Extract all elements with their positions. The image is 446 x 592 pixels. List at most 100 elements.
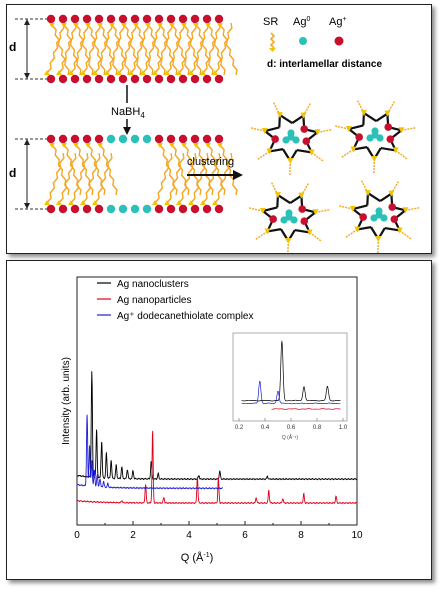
sulfur-head [80,70,86,75]
agplus-atom [386,135,395,143]
legend-ag0-swatch [299,37,307,45]
silver-cluster [335,100,416,174]
ligand-chain [249,207,264,212]
sulfur-atom [375,235,382,242]
alkyl-chain [178,22,197,74]
sulfur-head [73,23,79,28]
ag-s-bond [277,194,291,204]
sulfur-head [128,70,134,75]
agplus-atom [214,134,224,144]
sulfur-atom [306,229,313,236]
reagent-arrow-head [123,127,131,135]
alkyl-chain [214,22,233,74]
agplus-atom [269,215,277,223]
alkyl-chain [195,24,214,76]
inset-series-nanoparticles [271,408,341,410]
sulfur-atom [287,157,294,164]
alkyl-chain [183,24,202,76]
sulfur-atom [392,147,399,154]
alkyl-chain [171,24,190,76]
sulfur-head [181,23,187,28]
agplus-atom [154,134,164,144]
thiolate-molecule [121,23,142,76]
series-nanoclusters [77,371,358,481]
silver-cluster [251,102,332,176]
inset-series-group [241,340,341,410]
alkyl-chain [75,24,94,76]
sulfur-atom [398,127,405,134]
agplus-atom [202,74,212,84]
agplus-atom [202,134,212,144]
ligand-chain [341,148,354,158]
inset-x-tick-label: 0.2 [235,425,244,431]
agplus-atom [300,125,309,133]
thiolate-molecule [217,143,238,196]
agplus-atom [154,74,164,84]
legend-agplus-text: Ag+ [329,16,347,28]
x-ticks: 0 2 4 6 8 10 [74,521,363,541]
alkyl-chain [207,24,226,76]
ag-s-bond [367,192,381,202]
thiolate-molecule [109,23,130,76]
d-label-bottom: d [9,166,16,180]
agplus-atom [359,213,367,221]
thiolate-molecule [56,152,77,205]
ag0-atom [370,214,378,222]
sulfur-head [164,70,170,75]
alkyl-chain [58,152,77,204]
agplus-atom [166,204,176,214]
thiolate-molecule [181,23,202,76]
agplus-atom [70,74,80,84]
agplus-atom [70,14,80,24]
agplus-atom [94,14,104,24]
alkyl-chain [190,152,209,204]
sulfur-head [205,143,211,148]
thiolate-molecule [164,152,185,205]
agplus-atom [46,14,56,24]
sulfur-head [44,70,50,75]
agplus-atom [94,204,104,214]
agplus-atom [300,217,309,225]
d-dimension-top: d [9,18,47,80]
thiolate-molecule [176,152,197,205]
ligand-chain [405,207,420,211]
sulfur-atom [364,190,371,197]
sulfur-atom [274,192,281,199]
ag-s-bond [296,148,312,154]
agplus-atom [46,74,56,84]
agplus-atom [202,204,212,214]
alkyl-chain [58,22,77,74]
sulfur-head [61,23,67,28]
ligand-chain [339,205,354,210]
x-tick-label: 2 [130,530,136,541]
alkyl-chain [106,22,125,74]
ligand-chain [251,127,266,132]
thiolate-molecule [44,152,65,205]
sulfur-head [92,200,98,205]
agplus-atom [190,204,200,214]
ligand-chain [345,228,358,238]
agplus-atom [82,134,92,144]
sulfur-atom [261,128,268,135]
alkyl-chain [142,22,161,74]
agplus-atom [166,74,176,84]
sulfur-atom [264,228,271,235]
sulfur-head [212,200,218,205]
sulfur-head [164,200,170,205]
ag-s-bond [352,204,368,211]
thiolate-molecule [176,22,197,75]
ag-s-bond [289,194,302,204]
inset-x-ticks: 0.2 0.4 0.6 0.8 1.0 [235,418,348,431]
legend-text-nanoparticles: Ag nanoparticles [117,295,192,306]
ag-s-bond [264,126,280,133]
ag0-atom [292,136,300,144]
ag-s-bond [269,148,284,153]
agplus-atom [58,74,68,84]
ag0-atom [371,127,379,135]
sulfur-head [145,23,151,28]
agplus-atom [58,134,68,144]
agplus-atom [298,205,307,213]
silver-cluster [339,180,420,254]
thiolate-molecule [92,22,113,75]
ligand-chain [317,129,332,133]
